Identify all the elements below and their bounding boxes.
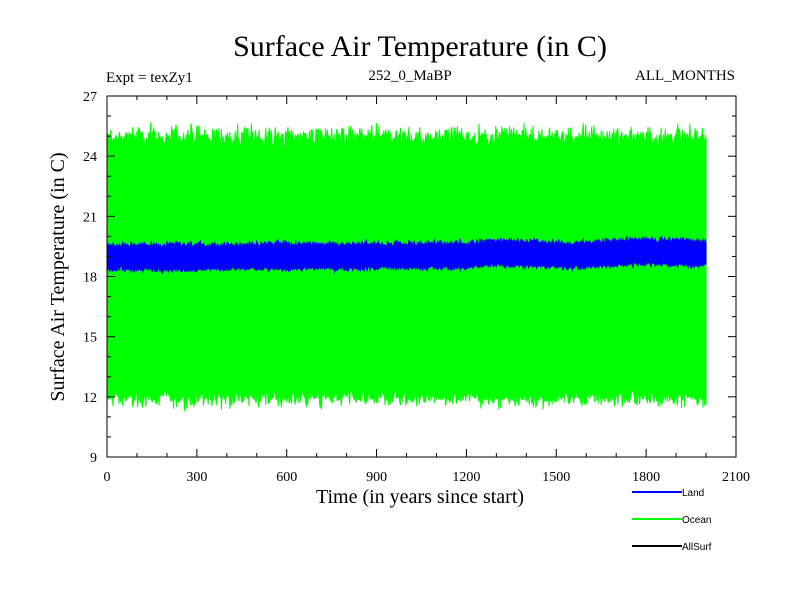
- y-axis-label: Surface Air Temperature (in C): [47, 152, 69, 401]
- x-tick-label: 1800: [632, 470, 660, 485]
- series-ocean: [106, 235, 707, 275]
- y-tick-label: 27: [83, 90, 97, 105]
- subtitle-expt: Expt = texZy1: [106, 70, 193, 86]
- legend: Land Ocean AllSurf: [632, 488, 712, 553]
- x-tick-label: 600: [276, 470, 297, 485]
- plot-area: [106, 121, 707, 412]
- y-tick-label: 18: [83, 271, 97, 286]
- x-tick-label: 1500: [542, 470, 570, 485]
- x-tick-label: 900: [366, 470, 387, 485]
- y-tick-label: 24: [83, 150, 97, 165]
- x-tick-label: 1200: [452, 470, 480, 485]
- legend-label-land: Ocean: [682, 515, 711, 526]
- legend-label-ocean: Land: [682, 488, 704, 499]
- y-tick-label: 9: [90, 451, 97, 466]
- legend-label-allsurf: AllSurf: [682, 542, 712, 553]
- x-tick-label: 0: [104, 470, 111, 485]
- y-tick-label: 15: [83, 331, 97, 346]
- x-tick-label: 2100: [722, 470, 750, 485]
- x-tick-label: 300: [186, 470, 207, 485]
- y-tick-label: 21: [83, 210, 97, 225]
- subtitle-run: 252_0_MaBP: [368, 68, 451, 84]
- x-axis-label: Time (in years since start): [316, 486, 524, 508]
- axis-ticks: 0 300 600 900 1200 1500 1800 2100 9 12 15 18 21 24 27: [83, 90, 750, 485]
- y-tick-label: 12: [83, 391, 97, 406]
- chart-title: Surface Air Temperature (in C): [233, 30, 607, 63]
- subtitle-months: ALL_MONTHS: [635, 68, 735, 84]
